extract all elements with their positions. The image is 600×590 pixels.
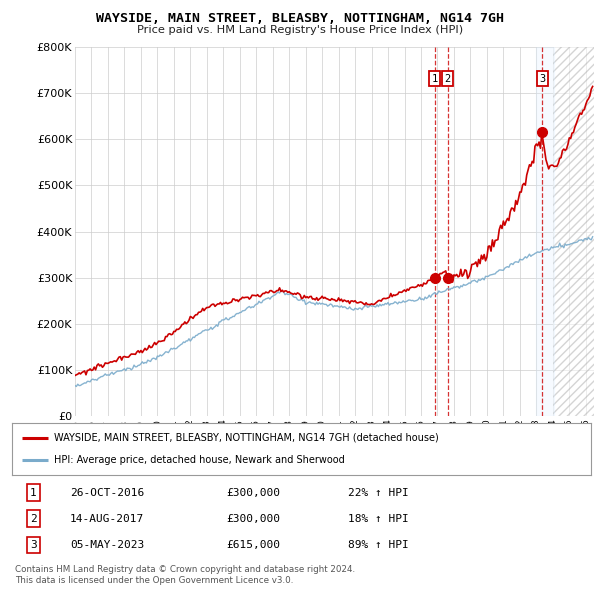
- Text: HPI: Average price, detached house, Newark and Sherwood: HPI: Average price, detached house, Newa…: [53, 455, 344, 466]
- Text: £615,000: £615,000: [226, 540, 280, 550]
- Text: Contains HM Land Registry data © Crown copyright and database right 2024.: Contains HM Land Registry data © Crown c…: [15, 565, 355, 574]
- Text: 3: 3: [30, 540, 37, 550]
- Text: 22% ↑ HPI: 22% ↑ HPI: [348, 487, 409, 497]
- Text: £300,000: £300,000: [226, 514, 280, 523]
- Bar: [536, 47, 554, 416]
- Bar: [553, 47, 594, 416]
- Text: 2: 2: [445, 74, 451, 84]
- Text: 26-OCT-2016: 26-OCT-2016: [70, 487, 144, 497]
- Text: 14-AUG-2017: 14-AUG-2017: [70, 514, 144, 523]
- Text: This data is licensed under the Open Government Licence v3.0.: This data is licensed under the Open Gov…: [15, 576, 293, 585]
- Text: 89% ↑ HPI: 89% ↑ HPI: [348, 540, 409, 550]
- Text: WAYSIDE, MAIN STREET, BLEASBY, NOTTINGHAM, NG14 7GH: WAYSIDE, MAIN STREET, BLEASBY, NOTTINGHA…: [96, 12, 504, 25]
- Text: 1: 1: [30, 487, 37, 497]
- Text: 05-MAY-2023: 05-MAY-2023: [70, 540, 144, 550]
- Bar: [553, 47, 594, 416]
- Text: £300,000: £300,000: [226, 487, 280, 497]
- Text: 1: 1: [431, 74, 437, 84]
- Text: 18% ↑ HPI: 18% ↑ HPI: [348, 514, 409, 523]
- Text: 2: 2: [30, 514, 37, 523]
- Text: Price paid vs. HM Land Registry's House Price Index (HPI): Price paid vs. HM Land Registry's House …: [137, 25, 463, 35]
- Text: WAYSIDE, MAIN STREET, BLEASBY, NOTTINGHAM, NG14 7GH (detached house): WAYSIDE, MAIN STREET, BLEASBY, NOTTINGHA…: [53, 432, 439, 442]
- Text: 3: 3: [539, 74, 545, 84]
